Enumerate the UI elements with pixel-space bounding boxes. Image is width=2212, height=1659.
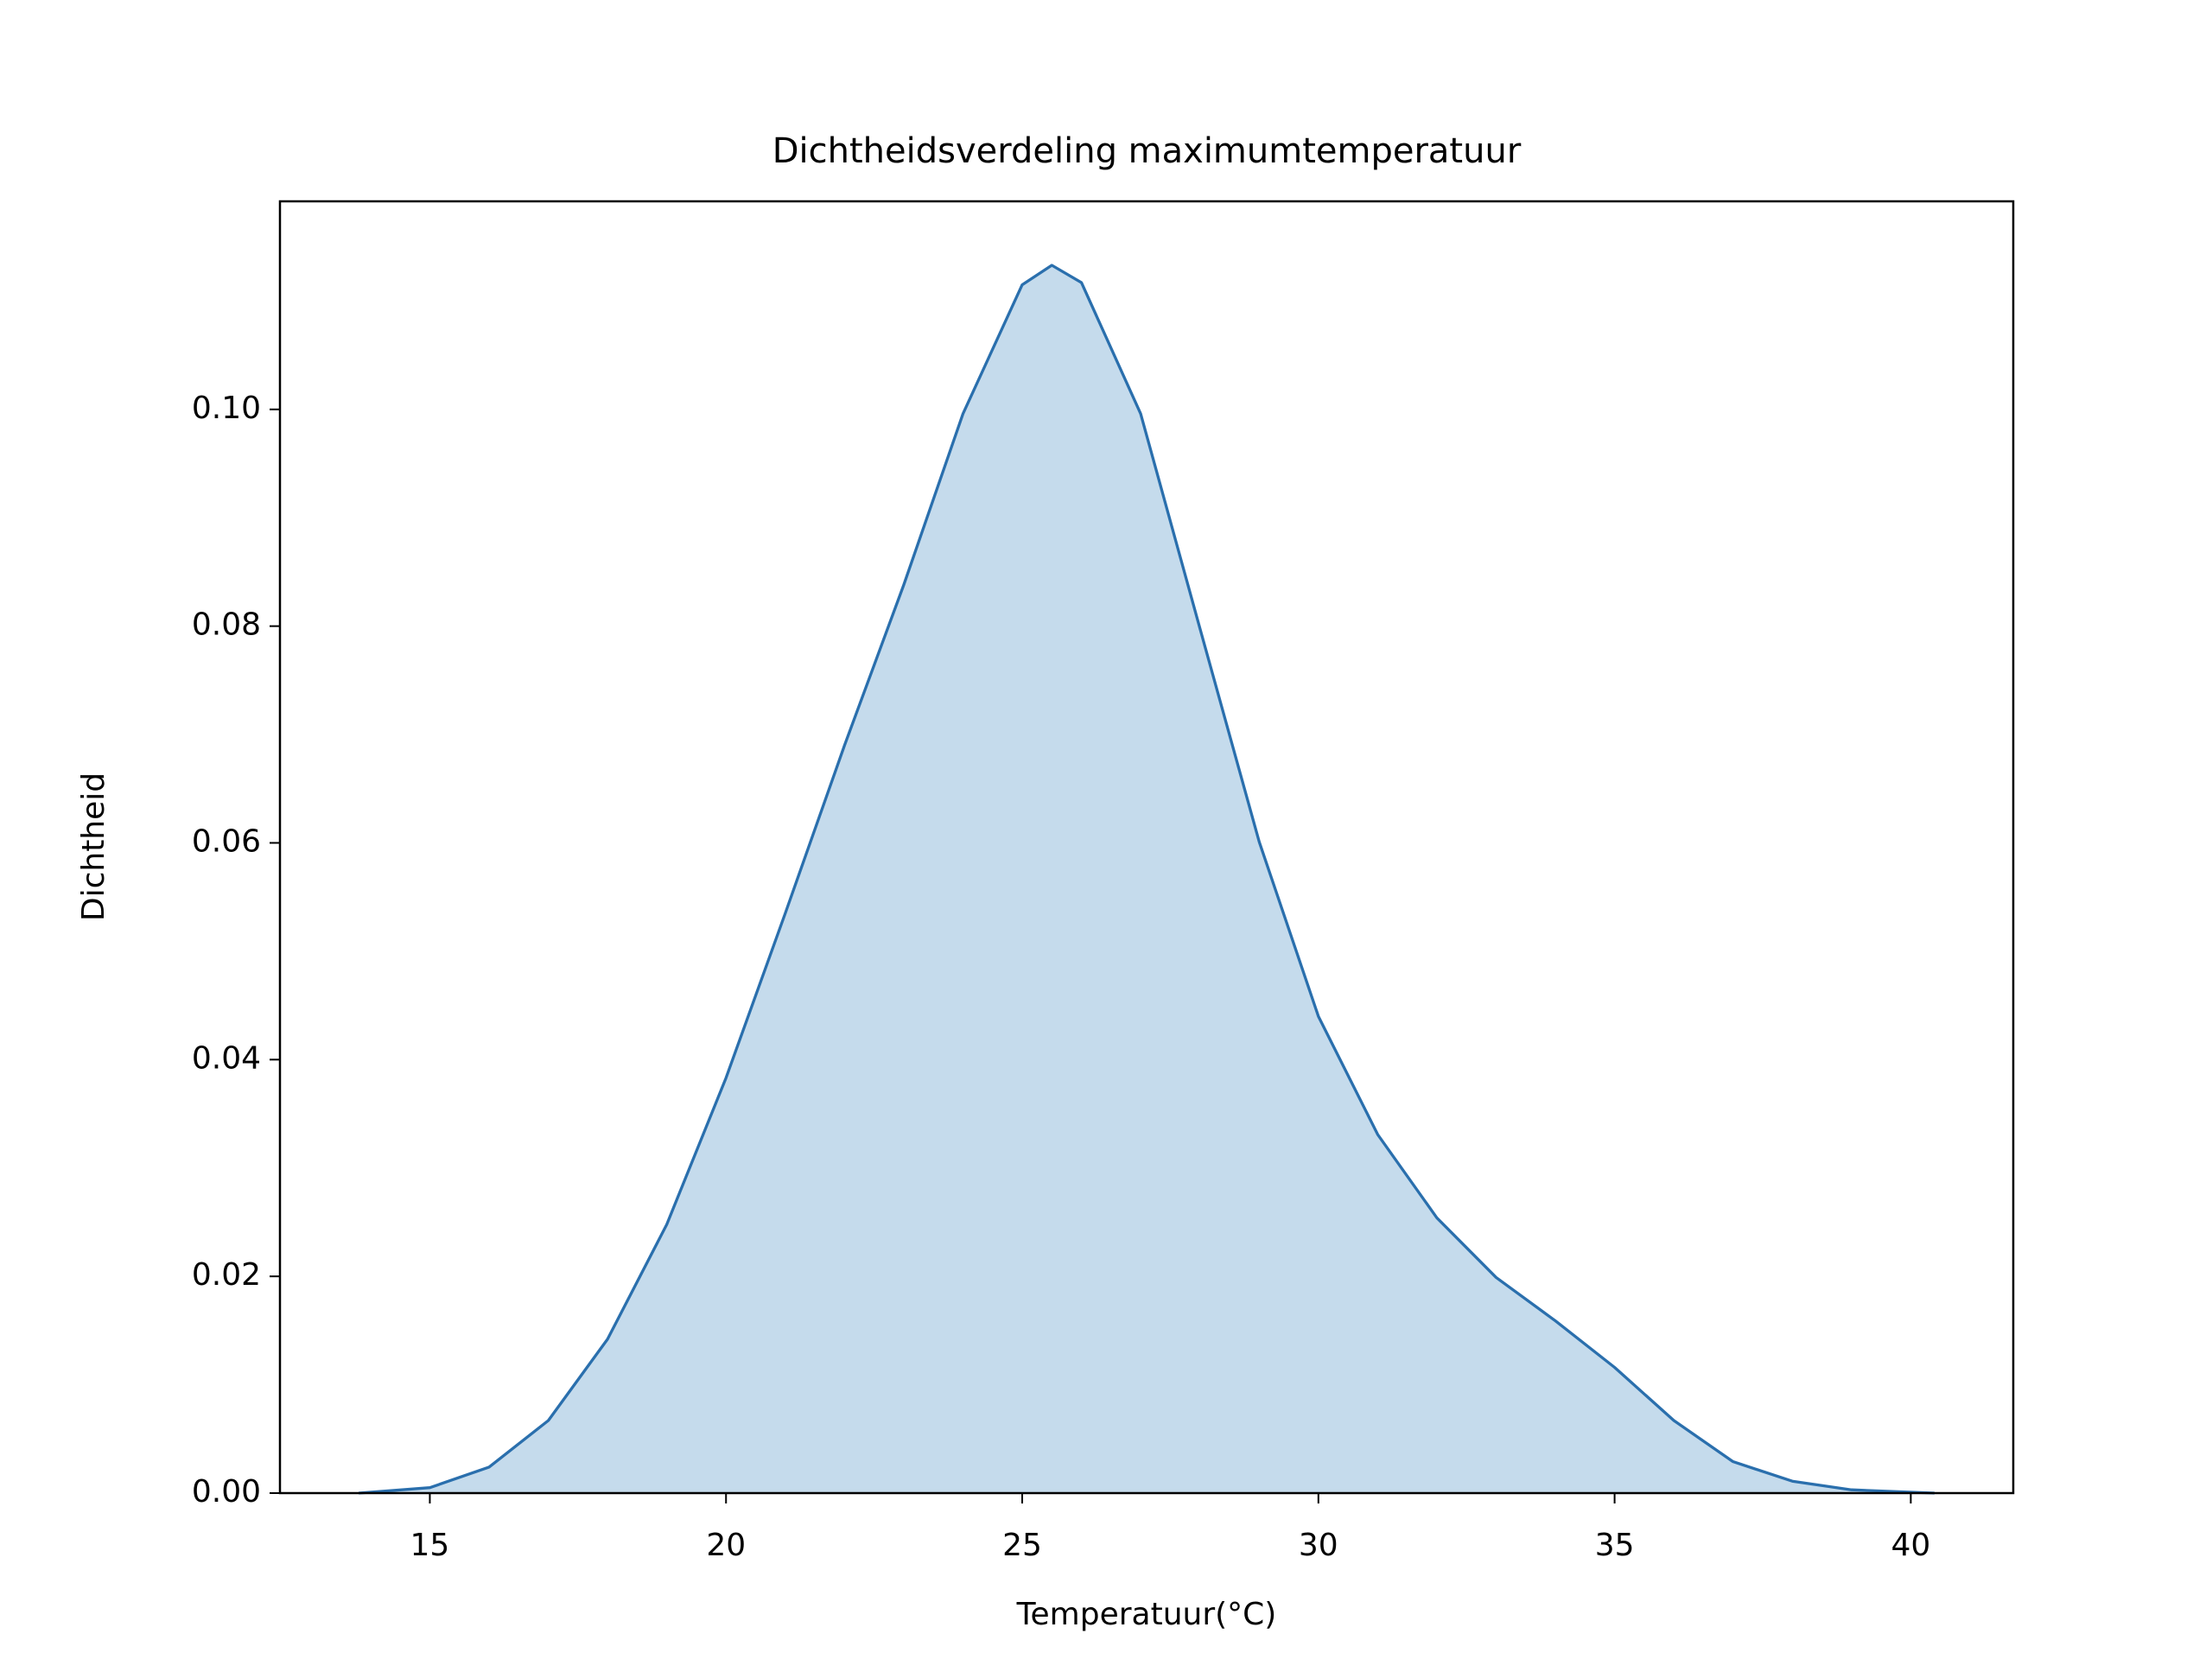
y-tick-label: 0.06 bbox=[192, 823, 261, 859]
x-tick-label: 15 bbox=[410, 1528, 450, 1563]
density-line bbox=[359, 264, 1935, 1495]
x-tick-label: 35 bbox=[1595, 1528, 1635, 1563]
x-tick-label: 40 bbox=[1891, 1528, 1930, 1563]
y-tick-label: 0.10 bbox=[192, 391, 261, 426]
y-axis-label: Dichtheid bbox=[76, 772, 111, 921]
x-tick-label: 30 bbox=[1299, 1528, 1338, 1563]
plot-frame bbox=[278, 200, 2015, 1495]
y-tick-label: 0.02 bbox=[192, 1257, 261, 1293]
density-area bbox=[359, 265, 1935, 1493]
x-axis-label: Temperatuur(°C) bbox=[1016, 1597, 1277, 1632]
x-tick-label: 20 bbox=[706, 1528, 746, 1563]
chart-title: Dichtheidsverdeling maximumtemperatuur bbox=[772, 131, 1522, 171]
y-tick-label: 0.04 bbox=[192, 1040, 261, 1076]
y-tick-label: 0.00 bbox=[192, 1474, 261, 1510]
y-tick-label: 0.08 bbox=[192, 607, 261, 643]
x-tick-label: 25 bbox=[1002, 1528, 1042, 1563]
